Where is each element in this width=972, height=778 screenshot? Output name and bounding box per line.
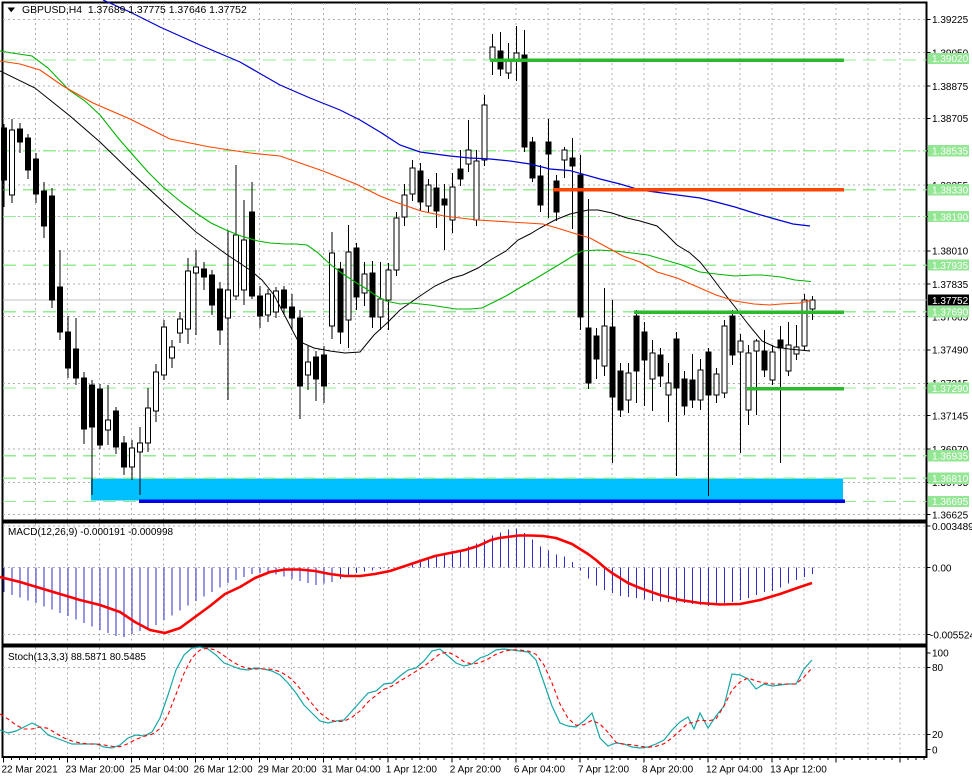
svg-text:1.37290: 1.37290 [932,384,969,395]
svg-text:2 Apr 20:00: 2 Apr 20:00 [450,765,502,776]
svg-text:8 Apr 20:00: 8 Apr 20:00 [642,765,694,776]
svg-text:1.36935: 1.36935 [932,452,969,463]
svg-text:12 Apr 04:00: 12 Apr 04:00 [706,765,763,776]
svg-text:1.38330: 1.38330 [932,186,969,197]
svg-text:1.37490: 1.37490 [932,346,969,357]
svg-text:1.36810: 1.36810 [932,474,969,485]
svg-text:1.38190: 1.38190 [932,212,969,223]
svg-text:1 Apr 12:00: 1 Apr 12:00 [386,765,438,776]
svg-text:MACD(12,26,9) -0.000191 -0.000: MACD(12,26,9) -0.000191 -0.000998 [8,527,174,538]
svg-text:0.003489: 0.003489 [932,522,972,533]
svg-text:1.38875: 1.38875 [932,82,969,93]
svg-text:80: 80 [932,663,944,674]
svg-text:0.00: 0.00 [932,563,952,574]
svg-text:1.38705: 1.38705 [932,114,969,125]
svg-text:29 Mar 20:00: 29 Mar 20:00 [258,765,317,776]
svg-text:1.36625: 1.36625 [932,511,969,522]
svg-text:22 Mar 2021: 22 Mar 2021 [2,765,59,776]
svg-text:6 Apr 04:00: 6 Apr 04:00 [514,765,566,776]
svg-text:0: 0 [932,745,938,756]
svg-text:1.37665: 1.37665 [932,312,969,323]
svg-text:13 Apr 12:00: 13 Apr 12:00 [770,765,827,776]
svg-text:1.38010: 1.38010 [932,247,969,258]
svg-text:1.37835: 1.37835 [932,280,969,291]
svg-text:1.37690: 1.37690 [932,308,969,319]
svg-text:1.38535: 1.38535 [932,147,969,158]
svg-text:Stoch(13,3,3) 88.5871 80.5485: Stoch(13,3,3) 88.5871 80.5485 [8,652,146,663]
svg-text:1.37935: 1.37935 [932,261,969,272]
svg-text:26 Mar 12:00: 26 Mar 12:00 [194,765,253,776]
svg-text:25 Mar 04:00: 25 Mar 04:00 [130,765,189,776]
svg-text:1.39225: 1.39225 [932,15,969,26]
svg-text:20: 20 [932,730,944,741]
svg-text:GBPUSD,H4 1.37689 1.37775 1.3: GBPUSD,H4 1.37689 1.37775 1.37646 1.3775… [22,5,247,16]
svg-text:100: 100 [932,649,949,660]
svg-text:1.36695: 1.36695 [932,497,969,508]
svg-text:7 Apr 12:00: 7 Apr 12:00 [578,765,630,776]
svg-text:23 Mar 20:00: 23 Mar 20:00 [66,765,125,776]
svg-text:-0.005524: -0.005524 [930,630,972,641]
svg-text:31 Mar 04:00: 31 Mar 04:00 [322,765,381,776]
svg-text:1.37752: 1.37752 [932,296,969,307]
svg-text:1.37145: 1.37145 [932,412,969,423]
svg-text:1.39020: 1.39020 [932,54,969,65]
